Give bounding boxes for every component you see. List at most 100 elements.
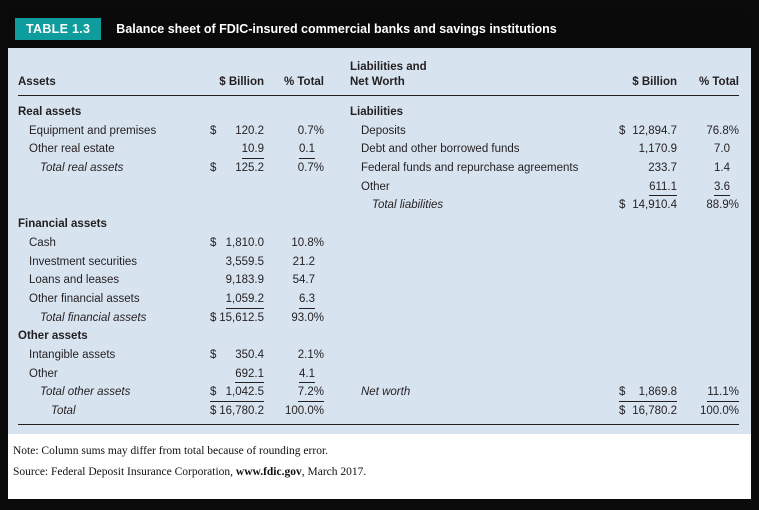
assets-pct-header: % Total (283, 76, 324, 88)
dollar-cell (619, 290, 677, 309)
dollar-cell: $1,042.5 (210, 383, 264, 402)
percent-value: 100.0% (284, 405, 324, 417)
source-note-prefix: Source: Federal Deposit Insurance Corpor… (13, 465, 236, 478)
dollar-cell (210, 327, 264, 346)
table-row: Cash $1,810.0 10.8% (18, 234, 739, 253)
amount-value: 692.1 (235, 365, 264, 384)
left-half: Real assets (18, 103, 324, 122)
left-half: Other 692.1 4.1 (18, 365, 324, 384)
currency-symbol: $ (210, 236, 217, 249)
liabilities-header-line2: Net Worth (350, 76, 405, 88)
row-label: Federal funds and repurchase agreements (361, 162, 579, 175)
row-label: Cash (29, 236, 56, 249)
dollar-cell (619, 253, 677, 272)
percent-value: 93.0% (291, 311, 324, 324)
row-label (18, 196, 202, 215)
right-half: Net worth $1,869.8 11.1% (350, 383, 739, 402)
currency-symbol: $ (619, 405, 626, 417)
percent-value: 1.4 (714, 162, 730, 175)
left-half (18, 178, 324, 197)
left-half: Investment securities 3,559.5 21.2 (18, 253, 324, 272)
row-label: Other real estate (29, 143, 115, 156)
left-half: Loans and leases 9,183.9 54.7 (18, 271, 324, 290)
table-number-badge: TABLE 1.3 (15, 18, 102, 40)
left-half: Intangible assets $350.4 2.1% (18, 346, 324, 365)
left-half: Total financial assets $15,612.5 93.0% (18, 309, 324, 328)
amount-value: 1,869.8 (638, 386, 677, 399)
right-half: Total liabilities $14,910.4 88.9% (350, 196, 739, 215)
dollar-cell (210, 196, 264, 215)
table-row: Real assets Liabilities (18, 103, 739, 122)
percent-cell (691, 309, 739, 328)
left-half: Total $16,780.2 100.0% (18, 402, 324, 421)
percent-cell: 100.0% (691, 402, 739, 421)
header-rule (18, 95, 739, 96)
dollar-cell (210, 178, 264, 197)
left-half: Financial assets (18, 215, 324, 234)
right-half (350, 309, 739, 328)
dollar-cell: $15,612.5 (210, 309, 264, 328)
liabilities-dollar-header: $ Billion (632, 76, 677, 88)
amount-value: 1,170.9 (638, 143, 677, 156)
right-half: Debt and other borrowed funds 1,170.9 7.0 (350, 140, 739, 159)
percent-cell: 7.0 (691, 140, 739, 159)
percent-cell: 0.7% (278, 159, 324, 178)
dollar-cell (619, 271, 677, 290)
right-half (350, 234, 739, 253)
liabilities-column-header: Liabilities and Net Worth (350, 60, 611, 90)
dollar-cell: 3,559.5 (210, 253, 264, 272)
source-note-suffix: , March 2017. (301, 465, 367, 478)
percent-value: 100.0% (699, 405, 739, 417)
currency-symbol: $ (619, 386, 626, 399)
amount-value: 16,780.2 (219, 405, 264, 417)
table-row: Equipment and premises $120.2 0.7% Deposits… (18, 122, 739, 141)
percent-cell: 1.4 (691, 159, 739, 178)
percent-cell (691, 253, 739, 272)
percent-cell: 0.1 (278, 140, 324, 160)
table-row: Total financial assets $15,612.5 93.0% (18, 309, 739, 328)
row-label: Loans and leases (29, 274, 120, 287)
row-label: Debt and other borrowed funds (361, 143, 520, 156)
right-half: Federal funds and repurchase agreements 2… (350, 159, 739, 178)
percent-value: 54.7 (292, 274, 315, 287)
right-half: $16,780.2 100.0% (350, 402, 739, 421)
amount-value: 12,894.7 (632, 124, 677, 137)
row-label: Other (29, 367, 58, 380)
amount-value: 9,183.9 (225, 274, 264, 287)
percent-cell: 76.8% (691, 122, 739, 141)
percent-cell: 3.6 (691, 178, 739, 197)
dollar-cell: 233.7 (619, 159, 677, 178)
percent-cell: 100.0% (278, 402, 324, 421)
footnotes: Note: Column sums may differ from total … (8, 434, 751, 483)
table-row: Total real assets $125.2 0.7% Federal funds… (18, 159, 739, 178)
currency-symbol: $ (210, 348, 217, 361)
row-label (350, 309, 611, 328)
table-row: Other 692.1 4.1 (18, 365, 739, 384)
amount-value: 14,910.4 (632, 199, 677, 212)
percent-cell: 6.3 (278, 290, 324, 309)
percent-value: 2.1% (297, 348, 324, 361)
balance-sheet-table: Assets $ Billion % Total Liabilities and… (8, 48, 751, 434)
dollar-cell: $350.4 (210, 346, 264, 365)
dollar-cell: 692.1 (210, 365, 264, 384)
table-title-bar: TABLE 1.3 Balance sheet of FDIC-insured … (8, 10, 751, 48)
amount-value: 10.9 (241, 140, 264, 160)
row-label: Intangible assets (29, 348, 116, 361)
liabilities-header-line1: Liabilities and (350, 61, 427, 73)
dollar-cell: $12,894.7 (619, 122, 677, 141)
percent-cell (278, 103, 324, 122)
percent-cell: 93.0% (278, 309, 324, 328)
row-label (18, 178, 202, 197)
dollar-cell: $1,869.8 (619, 383, 677, 402)
table-body: Real assets Liabilities Equipment and prem… (18, 103, 739, 421)
percent-value: 76.8% (706, 124, 739, 137)
percent-cell (691, 365, 739, 384)
amount-value: 120.2 (235, 124, 264, 137)
row-label: Deposits (361, 124, 406, 137)
table-row: Total other assets $1,042.5 7.2% Net worth $… (18, 383, 739, 402)
row-label: Total other assets (40, 386, 131, 399)
percent-cell (691, 103, 739, 122)
table-row: Total $16,780.2 100.0% $16,780.2 100.0% (18, 402, 739, 421)
currency-symbol: $ (619, 124, 626, 137)
